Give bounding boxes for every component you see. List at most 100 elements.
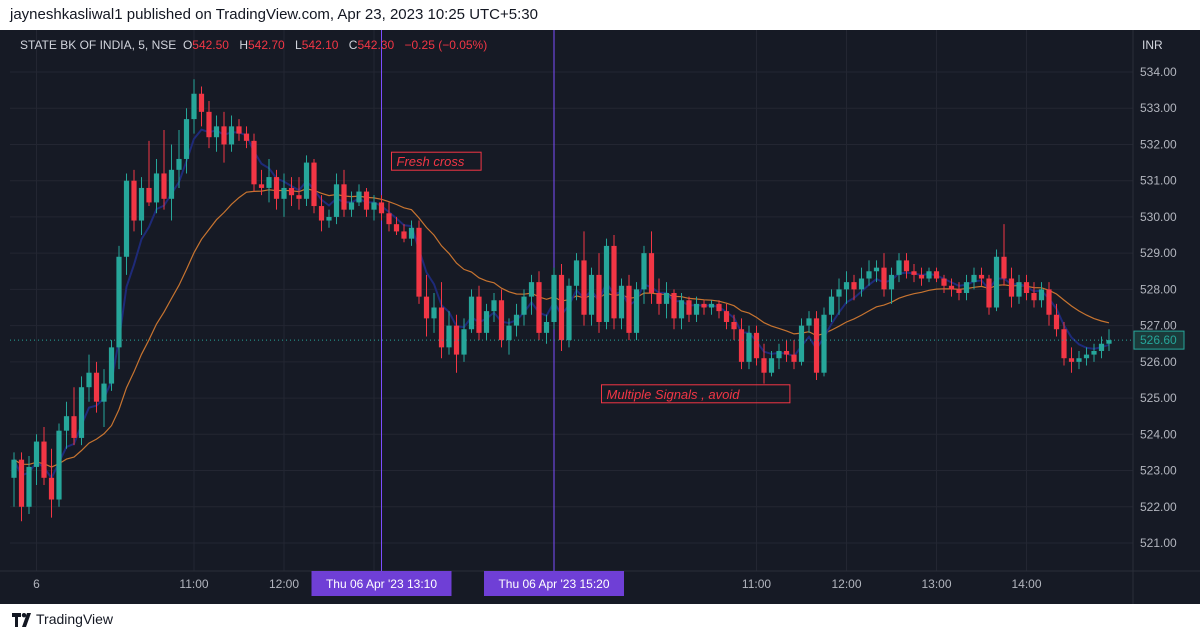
candle-body: [371, 202, 377, 210]
candle-body: [701, 303, 707, 308]
price-tick-label: 530.00: [1140, 210, 1177, 224]
annotation-label: Multiple Signals , avoid: [607, 387, 741, 402]
price-tick-label: 529.00: [1140, 246, 1177, 260]
candle-body: [506, 325, 512, 341]
candle-body: [416, 227, 422, 297]
candle-body: [633, 289, 640, 333]
candle-body: [536, 282, 542, 333]
candle-body: [1061, 329, 1067, 359]
candle-body: [791, 354, 797, 362]
candle-body: [903, 260, 910, 272]
crosshair-time-badge: [484, 571, 624, 596]
candle-body: [176, 158, 182, 170]
candle-body: [1023, 282, 1030, 294]
candle-body: [558, 274, 565, 341]
price-tick-label: 531.00: [1140, 174, 1177, 188]
candle-body: [108, 347, 115, 384]
candle-body: [153, 173, 160, 203]
candle-body: [716, 303, 722, 312]
candle-body: [408, 227, 415, 239]
candle-body: [896, 260, 902, 275]
candle-body: [843, 282, 850, 290]
candle-body: [708, 303, 715, 308]
candle-body: [978, 274, 985, 279]
candle-body: [911, 271, 917, 275]
candle-body: [123, 180, 130, 257]
candle-body: [573, 260, 580, 286]
candle-body: [663, 293, 670, 304]
close-value: 542.30: [357, 38, 395, 52]
candle-body: [1053, 314, 1060, 330]
candle-body: [933, 271, 940, 279]
candle-body: [393, 224, 400, 232]
crosshair-time-label: Thu 06 Apr '23 13:10: [326, 577, 437, 591]
price-tick-label: 524.00: [1140, 427, 1177, 441]
candle-body: [813, 318, 820, 373]
candle-body: [851, 282, 857, 290]
candle-body: [1106, 340, 1112, 344]
publisher-banner-text: jayneshkasliwal1 published on TradingVie…: [10, 6, 538, 23]
candle-body: [753, 332, 760, 359]
candle-body: [671, 293, 677, 319]
candle-body: [543, 321, 550, 333]
candle-body: [161, 173, 167, 199]
candle-body: [566, 285, 572, 341]
publisher-banner: jayneshkasliwal1 published on TradingVie…: [0, 0, 1200, 30]
candle-body: [963, 282, 970, 294]
candle-body: [686, 300, 692, 315]
time-tick-label: 13:00: [921, 577, 951, 591]
candle-body: [761, 358, 767, 373]
price-tick-label: 522.00: [1140, 500, 1177, 514]
candle-body: [641, 253, 647, 290]
candle-body: [453, 325, 460, 355]
candle-body: [311, 162, 317, 207]
candle-body: [603, 245, 610, 322]
candle-body: [11, 459, 17, 478]
symbol-legend: STATE BK OF INDIA, 5, NSE O542.50 H542.7…: [20, 38, 494, 52]
price-chart[interactable]: 534.00 533.00 532.00 531.00 530.00 529.00 528.…: [0, 30, 1200, 604]
candle-body: [333, 184, 340, 217]
candle-body: [183, 119, 190, 159]
candle-body: [581, 260, 587, 315]
candle-body: [618, 285, 625, 319]
price-tick-label: 525.00: [1140, 391, 1177, 405]
candle-body: [221, 126, 227, 145]
low-value: 542.10: [301, 38, 339, 52]
price-tick-label: 528.00: [1140, 282, 1177, 296]
symbol-name: STATE BK OF INDIA, 5, NSE: [20, 38, 177, 52]
candle-body: [723, 311, 730, 322]
candle-body: [866, 271, 872, 279]
candle-body: [288, 187, 295, 196]
time-tick-label: 12:00: [269, 577, 299, 591]
candle-body: [378, 202, 385, 214]
price-tick-label: 533.00: [1140, 101, 1177, 115]
time-tick-label: 14:00: [1011, 577, 1041, 591]
close-label: C: [348, 38, 358, 52]
chart-area[interactable]: 534.00 533.00 532.00 531.00 530.00 529.00 528.…: [0, 30, 1200, 604]
candle-body: [941, 278, 947, 286]
candle-body: [446, 325, 452, 348]
candle-body: [776, 350, 782, 359]
candle-body: [213, 126, 220, 138]
currency-label: INR: [1142, 38, 1163, 52]
crosshair-time-label: Thu 06 Apr '23 15:20: [498, 577, 609, 591]
candle-body: [513, 314, 520, 326]
candle-body: [1038, 289, 1045, 301]
candle-body: [26, 466, 32, 507]
candle-body: [693, 303, 700, 315]
candle-body: [438, 307, 445, 348]
change-value: −0.25 (−0.05%): [404, 38, 488, 52]
candle-body: [296, 195, 302, 199]
candle-body: [611, 245, 617, 319]
candle-body: [783, 350, 790, 355]
candle-body: [251, 140, 257, 185]
candle-body: [401, 231, 407, 239]
time-tick-label: 11:00: [742, 577, 771, 591]
candle-body: [1068, 358, 1075, 362]
annotation-box: [391, 151, 482, 171]
candle-body: [1046, 289, 1052, 315]
candle-body: [18, 459, 25, 507]
annotation-box: [601, 384, 791, 404]
candle-body: [266, 177, 272, 188]
candle-body: [483, 311, 490, 333]
